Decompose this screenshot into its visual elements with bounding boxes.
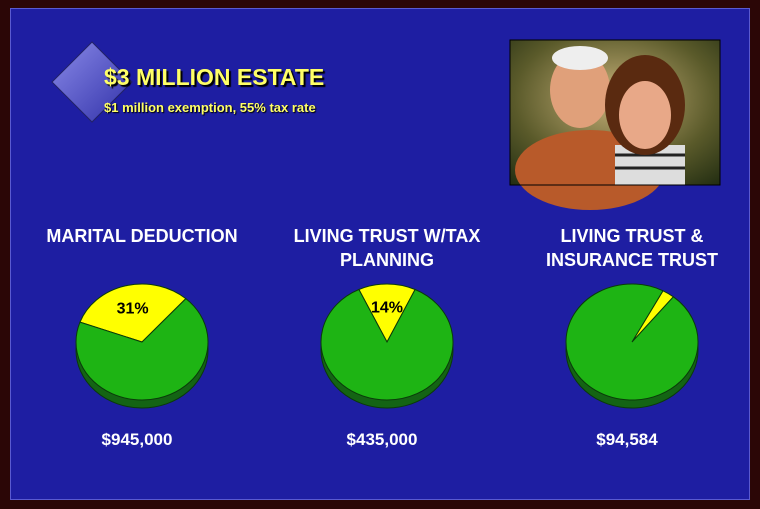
pie-caption: $435,000 [346, 430, 418, 449]
slide-title: $3 MILLION ESTATE [104, 64, 325, 90]
pie-caption: $945,000 [101, 430, 173, 449]
pie-title: LIVING TRUST W/TAX PLANNING [293, 226, 481, 270]
pie-caption: $94,584 [596, 430, 658, 449]
pie-slice [320, 288, 454, 401]
pie-slice [75, 297, 209, 401]
pie-slice [358, 283, 416, 344]
pie-title: MARITAL DEDUCTION [46, 226, 238, 246]
diamond [51, 41, 133, 123]
slide-subtitle: $1 million exemption, 55% tax rate [104, 100, 316, 115]
pie-slice [79, 283, 187, 343]
photo [509, 39, 721, 210]
pie-slice [565, 283, 699, 401]
slice-label: 31% [117, 301, 149, 318]
slice-label: 14% [371, 300, 403, 317]
pie-title: LIVING TRUST & INSURANCE TRUST [545, 226, 718, 270]
